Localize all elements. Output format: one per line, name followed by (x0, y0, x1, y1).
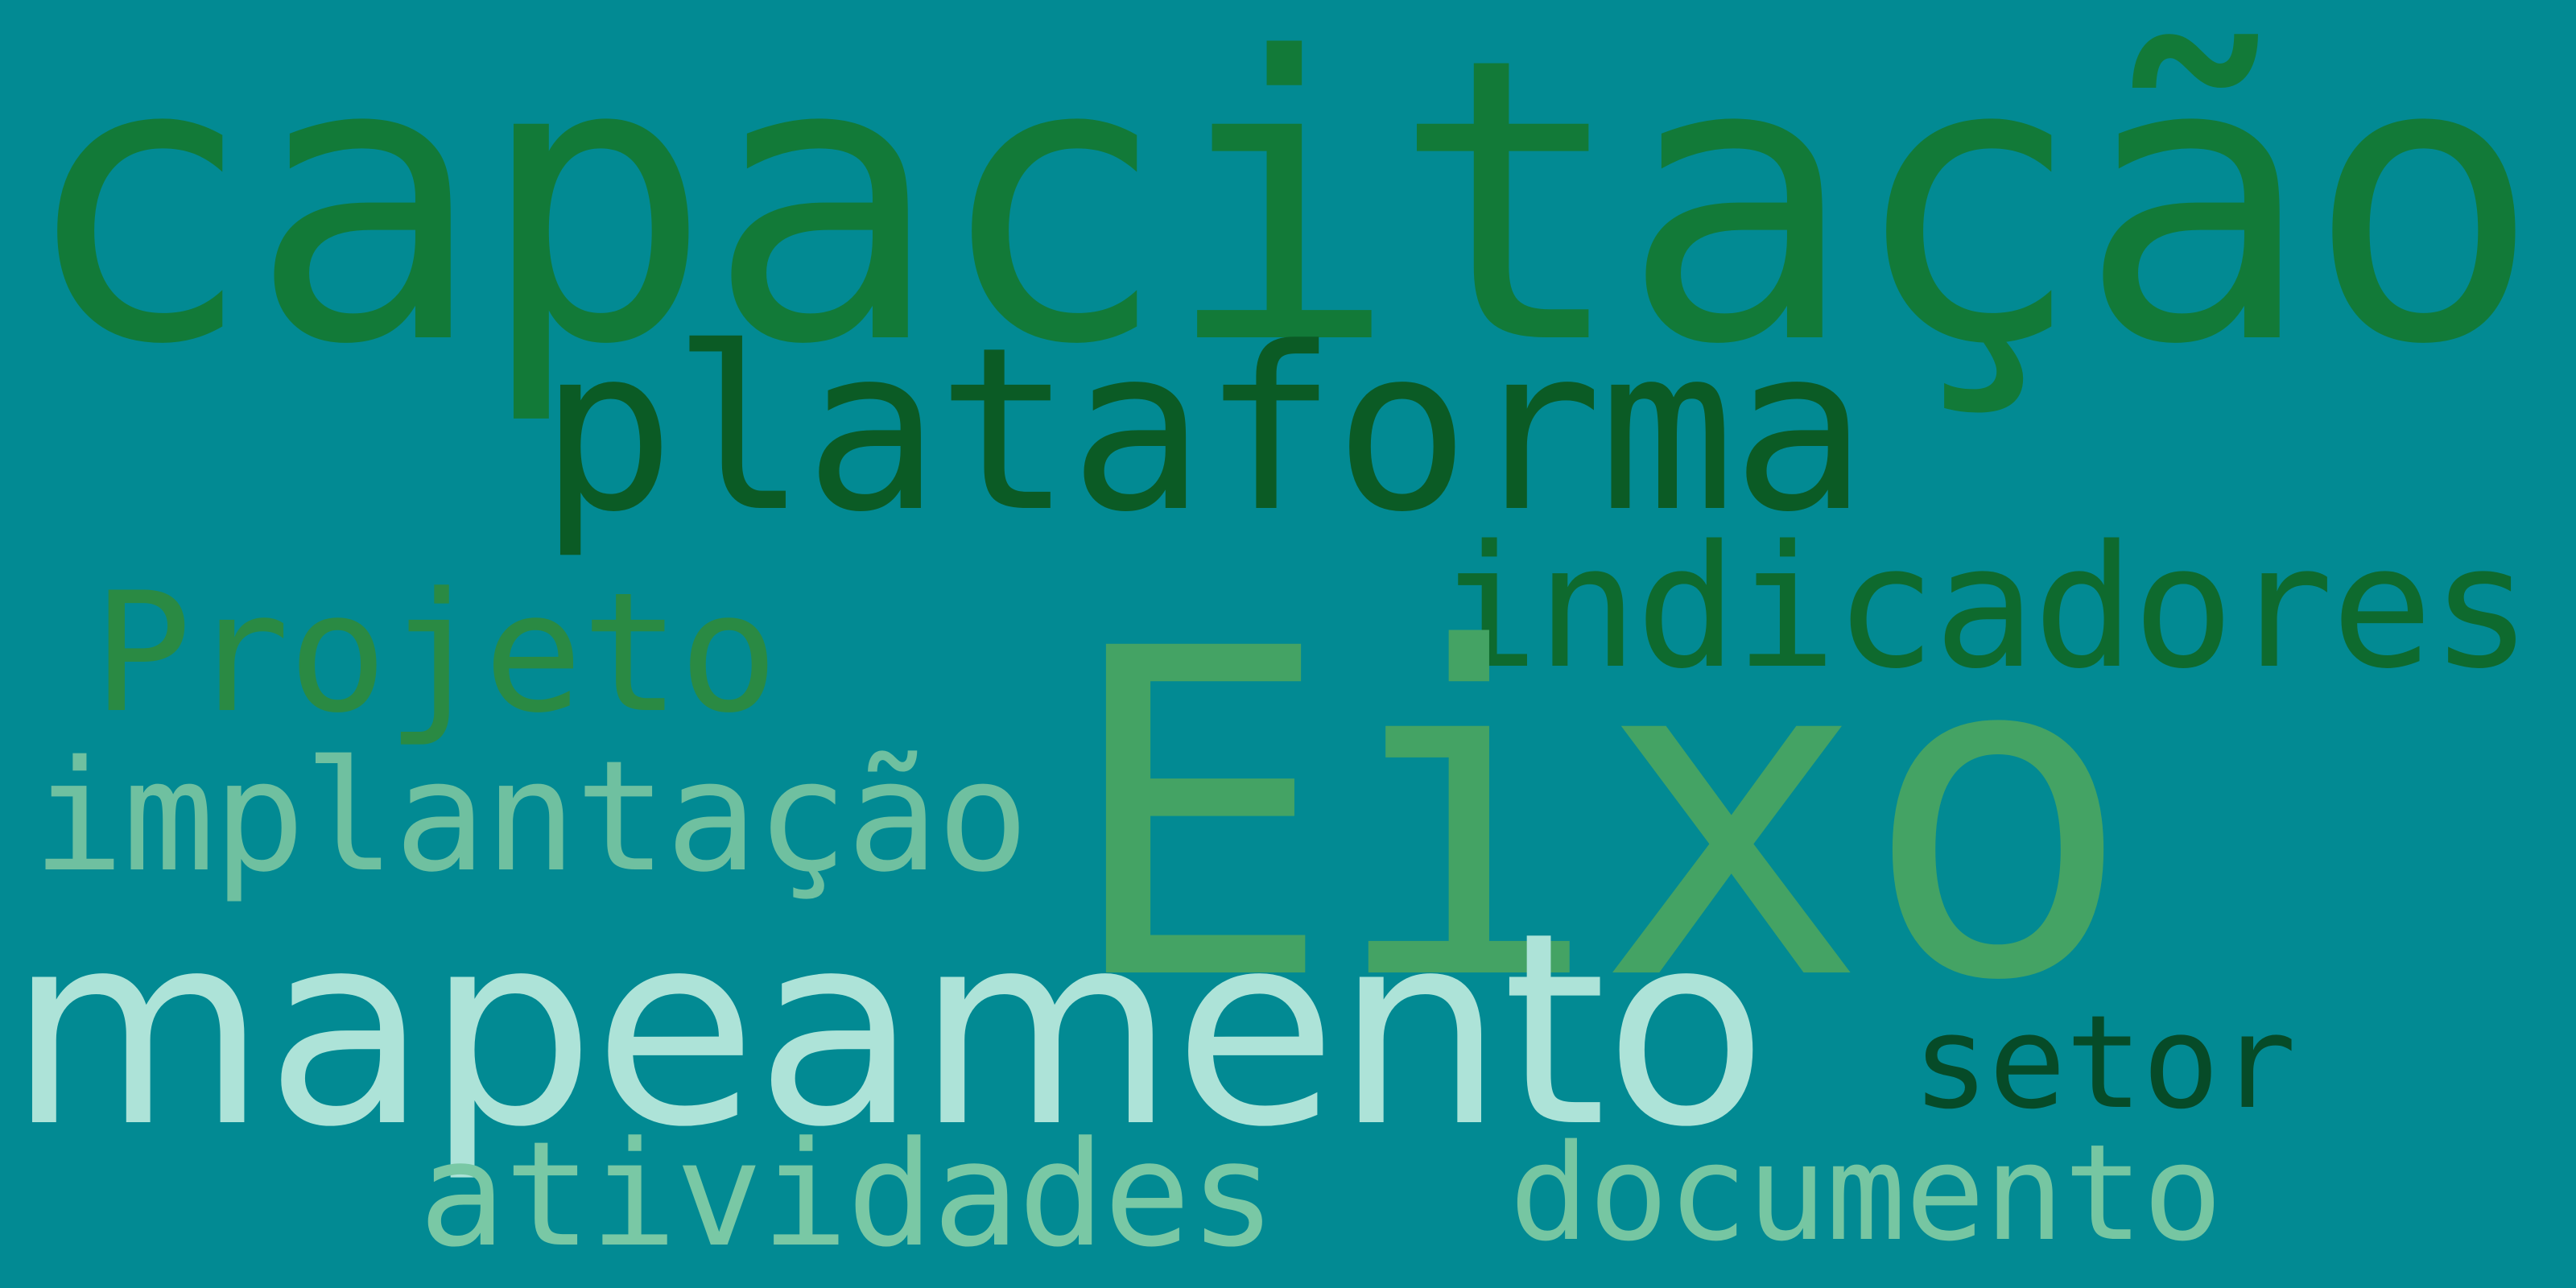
word-capacitacao: capacitação (20, 0, 2541, 430)
word-mapeamento: mapeamento (8, 876, 1767, 1185)
word-projeto: Projeto (93, 558, 778, 749)
word-implantacao: implantação (32, 728, 1029, 906)
word-documento: documento (1509, 1116, 2223, 1270)
word-setor: setor (1912, 987, 2297, 1137)
word-plataforma: plataforma (539, 299, 1868, 562)
word-indicadores: indicadores (1437, 509, 2533, 706)
word-eixo: Eixo (1063, 555, 2134, 1080)
word-atividades: atividades (419, 1111, 1277, 1279)
